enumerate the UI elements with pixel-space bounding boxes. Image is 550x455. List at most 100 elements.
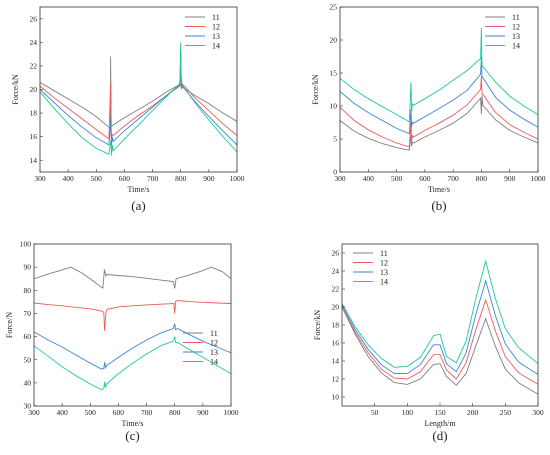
plot-frame bbox=[33, 243, 232, 407]
series-line-14 bbox=[342, 259, 538, 368]
y-tick-label: 18 bbox=[30, 109, 38, 118]
x-tick-label: 900 bbox=[197, 408, 209, 417]
x-tick-label: 300 bbox=[34, 174, 46, 183]
x-tick-label: 600 bbox=[419, 174, 431, 183]
series-line-11 bbox=[34, 266, 231, 289]
y-tick-label: 25 bbox=[330, 3, 338, 12]
chart-panel-1: 300 400 500 600 700 800 900 1000 14 16 18 20 22 24 26 T… bbox=[11, 6, 245, 213]
series-line-14 bbox=[34, 336, 231, 391]
panel-caption: (c) bbox=[125, 428, 139, 443]
panel-caption: (a) bbox=[131, 198, 145, 213]
y-tick-label: 26 bbox=[332, 249, 340, 258]
y-axis-label: Force/kN bbox=[313, 310, 322, 340]
x-tick-label: 700 bbox=[147, 174, 159, 183]
x-tick-label: 300 bbox=[334, 174, 346, 183]
y-tick-label: 26 bbox=[30, 14, 38, 23]
y-tick-label: 20 bbox=[332, 303, 340, 312]
plot-frame bbox=[39, 6, 238, 173]
series-line-13 bbox=[40, 50, 237, 146]
x-tick-label: 300 bbox=[532, 408, 544, 417]
y-tick-label: 14 bbox=[332, 357, 340, 366]
legend-label-12: 12 bbox=[210, 339, 218, 348]
legend-label-13: 13 bbox=[512, 32, 520, 41]
y-axis-label: Force/kN bbox=[311, 74, 320, 104]
y-tick-label: 22 bbox=[332, 285, 340, 294]
y-tick-label: 80 bbox=[24, 286, 32, 295]
x-tick-label: 1000 bbox=[230, 174, 245, 183]
y-tick-label: 18 bbox=[332, 321, 340, 330]
series-line-12 bbox=[40, 75, 237, 140]
chart-panel-2: 300 400 500 600 700 800 900 1000 0 5 10 15 20 25 Time/… bbox=[311, 3, 546, 213]
y-tick-label: 16 bbox=[332, 339, 340, 348]
plot-frame bbox=[339, 6, 539, 173]
x-tick-label: 1000 bbox=[224, 408, 239, 417]
y-tick-label: 16 bbox=[30, 132, 38, 141]
series-line-11 bbox=[340, 95, 538, 151]
y-tick-label: 10 bbox=[332, 393, 340, 402]
legend-label-11: 11 bbox=[212, 13, 220, 22]
legend-label-14: 14 bbox=[212, 42, 220, 51]
y-axis-label: Force/kN bbox=[11, 74, 20, 104]
legend-label-14: 14 bbox=[512, 42, 520, 51]
y-tick-label: 20 bbox=[30, 85, 38, 94]
x-axis-label: Time/s bbox=[122, 419, 144, 428]
legend-label-12: 12 bbox=[212, 23, 220, 32]
y-tick-label: 0 bbox=[333, 168, 337, 177]
series-line-12 bbox=[342, 298, 538, 385]
x-axis-label: Time/s bbox=[428, 185, 450, 194]
series-line-12 bbox=[34, 300, 231, 331]
x-tick-label: 900 bbox=[504, 174, 516, 183]
series-line-14 bbox=[40, 42, 237, 156]
legend-label-14: 14 bbox=[210, 358, 218, 367]
legend-label-13: 13 bbox=[212, 32, 220, 41]
y-tick-label: 70 bbox=[24, 309, 32, 318]
x-tick-label: 700 bbox=[448, 174, 460, 183]
series-line-13 bbox=[340, 56, 538, 135]
legend-label-12: 12 bbox=[512, 23, 520, 32]
x-tick-label: 300 bbox=[28, 408, 40, 417]
y-tick-label: 20 bbox=[330, 36, 338, 45]
legend-label-14: 14 bbox=[380, 278, 388, 287]
x-tick-label: 1000 bbox=[531, 174, 546, 183]
legend-label-11: 11 bbox=[512, 13, 520, 22]
x-tick-label: 600 bbox=[119, 174, 131, 183]
legend-label-13: 13 bbox=[210, 348, 218, 357]
x-tick-label: 150 bbox=[434, 408, 446, 417]
series-line-12 bbox=[340, 76, 538, 148]
x-tick-label: 600 bbox=[113, 408, 125, 417]
y-tick-label: 90 bbox=[24, 263, 32, 272]
legend-label-13: 13 bbox=[380, 268, 388, 277]
x-tick-label: 700 bbox=[141, 408, 153, 417]
x-tick-label: 500 bbox=[85, 408, 97, 417]
series-line-13 bbox=[342, 279, 538, 375]
legend-label-12: 12 bbox=[380, 259, 388, 268]
y-tick-label: 40 bbox=[24, 378, 32, 387]
x-tick-label: 800 bbox=[476, 174, 488, 183]
x-tick-label: 50 bbox=[371, 408, 379, 417]
y-tick-label: 12 bbox=[332, 375, 340, 384]
series-line-13 bbox=[34, 323, 231, 370]
x-tick-label: 800 bbox=[169, 408, 181, 417]
y-tick-label: 10 bbox=[330, 102, 338, 111]
x-tick-label: 400 bbox=[63, 174, 75, 183]
panel-caption: (b) bbox=[431, 198, 446, 213]
x-axis-label: Length/m bbox=[424, 419, 456, 428]
x-tick-label: 100 bbox=[402, 408, 414, 417]
y-tick-label: 100 bbox=[20, 240, 32, 249]
y-axis-label: Force/N bbox=[5, 312, 14, 338]
y-tick-label: 14 bbox=[30, 156, 38, 165]
y-tick-label: 60 bbox=[24, 332, 32, 341]
x-tick-label: 400 bbox=[57, 408, 69, 417]
y-tick-label: 50 bbox=[24, 355, 32, 364]
x-tick-label: 500 bbox=[391, 174, 403, 183]
legend-label-11: 11 bbox=[380, 249, 388, 258]
chart-panel-4: 50 100 150 200 250 300 10 12 14 16 18 20 22 24 26 Lengt… bbox=[313, 243, 544, 443]
x-tick-label: 250 bbox=[500, 408, 512, 417]
x-tick-label: 200 bbox=[467, 408, 479, 417]
y-tick-label: 22 bbox=[30, 62, 38, 71]
plot-frame bbox=[341, 243, 539, 407]
x-tick-label: 500 bbox=[91, 174, 103, 183]
series-line-14 bbox=[340, 28, 538, 123]
x-tick-label: 800 bbox=[175, 174, 187, 183]
